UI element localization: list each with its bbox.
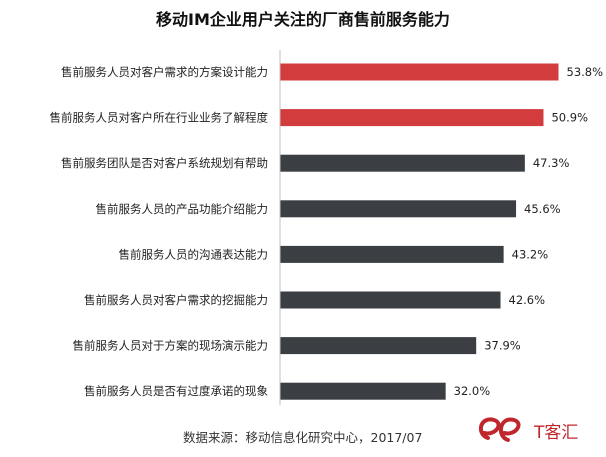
value-labels: 53.8% 50.9% 47.3% 45.6% 43.2% 42.6% 37.9% 32.0% <box>454 65 603 398</box>
value-label: 42.6% <box>509 293 546 307</box>
bar <box>280 154 525 172</box>
category-label: 售前服务人员对于方案的现场演示能力 <box>73 339 269 353</box>
value-label: 37.9% <box>484 339 521 353</box>
bar <box>280 63 559 81</box>
bars <box>280 63 559 400</box>
value-label: 43.2% <box>512 247 549 261</box>
bar <box>280 109 544 127</box>
source-note: 数据来源：移动信息化研究中心，2017/07 <box>183 430 423 445</box>
bar <box>280 291 501 309</box>
category-label: 售前服务人员对客户需求的挖掘能力 <box>84 293 268 307</box>
category-label: 售前服务人员对客户需求的方案设计能力 <box>61 65 268 79</box>
category-labels: 售前服务人员对客户需求的方案设计能力售前服务人员对客户所在行业业务了解程度售前服… <box>50 65 269 398</box>
bar <box>280 382 446 400</box>
chart-title: 移动IM企业用户关注的厂商售前服务能力 <box>156 10 450 29</box>
category-label: 售前服务人员的产品功能介绍能力 <box>96 202 269 216</box>
category-label: 售前服务人员对客户所在行业业务了解程度 <box>50 111 269 125</box>
value-label: 45.6% <box>524 202 561 216</box>
value-label: 53.8% <box>567 65 604 79</box>
bar <box>280 200 517 218</box>
bar <box>280 337 477 355</box>
watermark-logo: T客汇 <box>478 417 578 443</box>
bar <box>280 245 504 263</box>
category-label: 售前服务人员是否有过度承诺的现象 <box>84 384 268 398</box>
category-label: 售前服务人员的沟通表达能力 <box>119 247 269 261</box>
category-label: 售前服务团队是否对客户系统规划有帮助 <box>61 156 268 170</box>
logo-mark <box>478 417 521 442</box>
value-label: 47.3% <box>533 156 570 170</box>
value-label: 50.9% <box>551 111 588 125</box>
value-label: 32.0% <box>454 384 491 398</box>
watermark-text: T客汇 <box>533 423 578 443</box>
